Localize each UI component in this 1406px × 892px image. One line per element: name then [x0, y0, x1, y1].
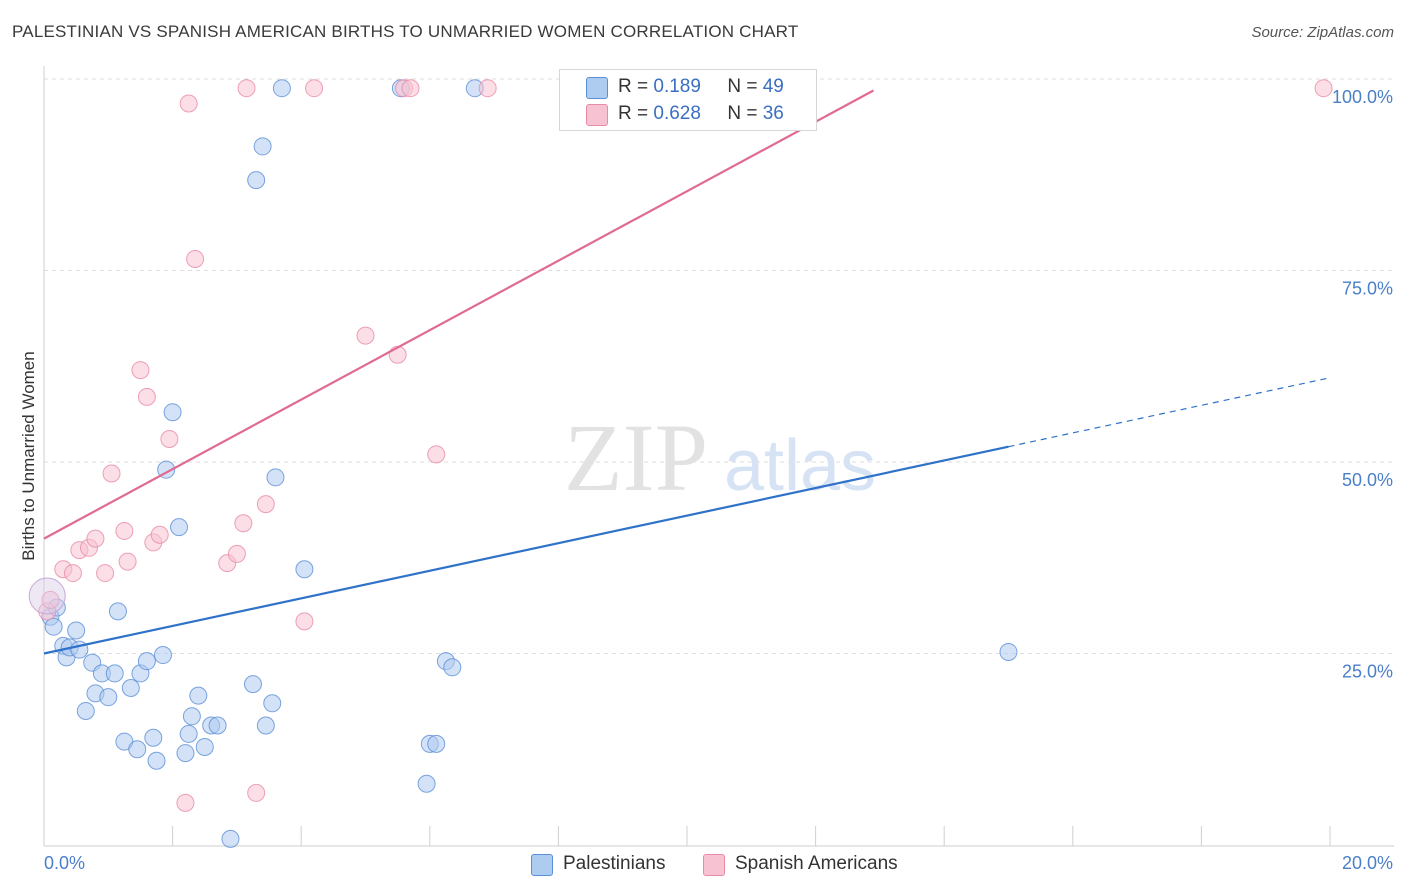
legend-label-palestinians: Palestinians: [563, 853, 666, 874]
point-palestinians: [263, 694, 282, 713]
point-spanish-americans: [96, 564, 115, 583]
point-spanish-americans: [150, 525, 169, 544]
legend-swatch-spanish-americans: [703, 854, 725, 876]
point-spanish-americans: [131, 361, 150, 380]
point-palestinians: [99, 688, 118, 707]
point-spanish-americans: [388, 345, 407, 364]
point-spanish-americans: [305, 79, 324, 98]
point-palestinians: [176, 744, 195, 763]
point-palestinians: [189, 686, 208, 705]
legend-swatch-spanish-americans: [586, 104, 608, 126]
point-spanish-americans: [427, 445, 446, 464]
point-spanish-americans: [478, 79, 497, 98]
legend-n-value-palestinians: 49: [762, 76, 784, 97]
point-palestinians: [105, 664, 124, 683]
legend-r-label: R =: [618, 103, 649, 124]
axes: [43, 66, 1394, 847]
trend-lines: [43, 89, 1331, 655]
data-points: [28, 79, 1333, 848]
point-palestinians: [256, 716, 275, 735]
y-tick-label: 50.0%: [1342, 470, 1393, 490]
watermark-atlas: atlas: [724, 426, 876, 506]
legend-r-value-spanish-americans: 0.628: [653, 103, 701, 124]
point-palestinians: [253, 137, 272, 156]
point-palestinians: [179, 724, 198, 743]
point-palestinians: [266, 468, 285, 487]
point-spanish-americans: [176, 793, 195, 812]
point-spanish-americans: [63, 564, 82, 583]
trend-line-spanish-americans: [43, 89, 874, 540]
legend-r-label: R =: [618, 76, 649, 97]
trend-extension-palestinians: [1008, 377, 1331, 448]
point-spanish-americans: [1314, 79, 1333, 98]
stats-legend: R = 0.189 N = 49 R = 0.628 N = 36: [559, 69, 817, 131]
legend-r-value-palestinians: 0.189: [653, 76, 701, 97]
point-palestinians: [182, 707, 201, 726]
point-spanish-americans: [186, 250, 205, 269]
point-palestinians: [144, 728, 163, 747]
point-palestinians: [221, 829, 240, 848]
point-spanish-americans: [115, 521, 134, 540]
point-palestinians: [147, 751, 166, 770]
point-palestinians: [170, 518, 189, 537]
point-palestinians: [417, 774, 436, 793]
legend-swatch-palestinians: [531, 854, 553, 876]
point-palestinians: [128, 740, 147, 759]
point-palestinians: [153, 646, 172, 665]
point-palestinians: [121, 678, 140, 697]
x-tick-label: 20.0%: [1342, 853, 1393, 873]
point-palestinians: [427, 734, 446, 753]
legend-label-spanish-americans: Spanish Americans: [735, 853, 898, 874]
y-tick-label: 100.0%: [1332, 87, 1393, 107]
y-axis-label: Births to Unmarried Women: [19, 351, 38, 560]
point-spanish-americans: [295, 612, 314, 631]
point-palestinians: [999, 642, 1018, 661]
point-palestinians: [208, 716, 227, 735]
watermark-zip: ZIP: [564, 404, 708, 511]
point-spanish-americans: [118, 552, 137, 571]
point-spanish-americans: [247, 783, 266, 802]
point-palestinians: [243, 675, 262, 694]
point-palestinians: [137, 652, 156, 671]
y-tick-label: 75.0%: [1342, 279, 1393, 299]
x-tick-label: 0.0%: [44, 853, 85, 873]
legend-n-label: N =: [727, 103, 758, 124]
point-palestinians: [76, 701, 95, 720]
point-spanish-americans: [356, 326, 375, 345]
point-palestinians: [295, 560, 314, 579]
chart-source: Source: ZipAtlas.com: [1251, 24, 1394, 41]
gridlines: [44, 78, 1394, 654]
point-spanish-americans: [234, 514, 253, 533]
tick-labels: 25.0% 50.0% 75.0% 100.0% 0.0% 20.0%: [44, 87, 1393, 873]
point-spanish-americans: [237, 79, 256, 98]
point-spanish-americans: [102, 464, 121, 483]
trend-line-palestinians: [43, 445, 1009, 655]
point-palestinians: [443, 658, 462, 677]
point-palestinians: [195, 737, 214, 756]
point-palestinians: [44, 617, 63, 636]
point-spanish-americans: [137, 387, 156, 406]
legend-swatch-palestinians: [586, 77, 608, 99]
legend-n-value-spanish-americans: 36: [762, 103, 784, 124]
chart-title: PALESTINIAN VS SPANISH AMERICAN BIRTHS T…: [12, 22, 799, 41]
point-spanish-americans: [86, 529, 105, 548]
point-spanish-americans: [227, 544, 246, 563]
point-palestinians: [108, 602, 127, 621]
point-palestinians: [272, 79, 291, 98]
legend-n-label: N =: [727, 76, 758, 97]
point-spanish-americans: [179, 94, 198, 113]
y-tick-label: 25.0%: [1342, 662, 1393, 682]
point-spanish-americans: [256, 495, 275, 514]
point-cluster: [28, 577, 66, 615]
point-spanish-americans: [401, 79, 420, 98]
point-spanish-americans: [160, 430, 179, 449]
series-legend: Palestinians Spanish Americans: [0, 852, 1406, 878]
point-palestinians: [163, 403, 182, 422]
point-palestinians: [247, 171, 266, 190]
point-palestinians: [67, 621, 86, 640]
point-spanish-americans: [41, 590, 60, 609]
